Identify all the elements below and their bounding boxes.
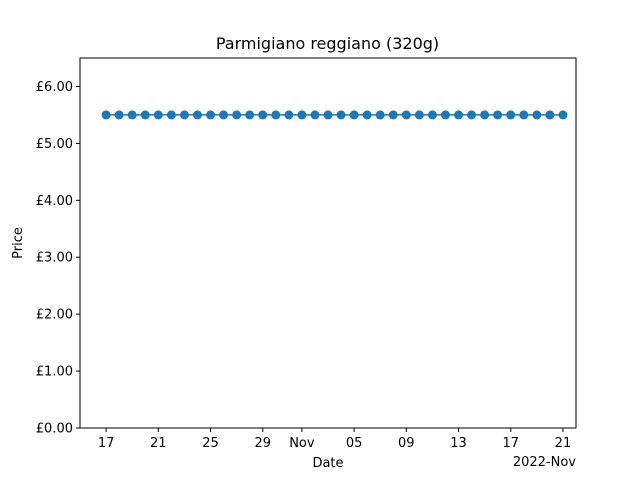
data-point bbox=[206, 110, 216, 120]
y-tick-label: £2.00 bbox=[36, 308, 73, 323]
data-point bbox=[558, 110, 568, 120]
x-tick-label: 21 bbox=[150, 436, 167, 451]
data-point bbox=[362, 110, 372, 120]
y-tick-label: £1.00 bbox=[36, 365, 73, 380]
y-tick-label: £0.00 bbox=[36, 422, 73, 437]
data-point bbox=[388, 110, 398, 120]
data-point bbox=[127, 110, 137, 120]
data-point bbox=[232, 110, 242, 120]
y-axis-label: Price bbox=[11, 227, 26, 259]
data-point bbox=[297, 110, 307, 120]
plot-frame bbox=[79, 57, 577, 429]
data-point bbox=[480, 110, 490, 120]
data-point bbox=[245, 110, 255, 120]
data-point bbox=[179, 110, 189, 120]
plot-area: £0.00 £1.00 £2.00 £3.00 £4.00 £5.00 £6.00 17 21 2… bbox=[36, 80, 571, 451]
y-tick-label: £5.00 bbox=[36, 137, 73, 152]
x-tick-label: Nov bbox=[289, 436, 315, 451]
chart-title: Parmigiano reggiano (320g) bbox=[216, 34, 439, 53]
x-tick-label: 13 bbox=[450, 436, 467, 451]
data-point bbox=[192, 110, 202, 120]
data-point bbox=[401, 110, 411, 120]
data-point bbox=[493, 110, 503, 120]
data-point bbox=[114, 110, 124, 120]
data-point bbox=[101, 110, 111, 120]
data-point bbox=[310, 110, 320, 120]
data-point bbox=[440, 110, 450, 120]
data-point bbox=[271, 110, 281, 120]
data-point bbox=[427, 110, 437, 120]
x-tick-label: 17 bbox=[98, 436, 115, 451]
data-point bbox=[284, 110, 294, 120]
data-point bbox=[532, 110, 542, 120]
data-point bbox=[519, 110, 529, 120]
data-point bbox=[336, 110, 346, 120]
data-point bbox=[454, 110, 464, 120]
data-point bbox=[349, 110, 359, 120]
x-tick-label: 17 bbox=[502, 436, 519, 451]
x-axis-offset-label: 2022-Nov bbox=[513, 455, 576, 470]
y-tick-label: £3.00 bbox=[36, 251, 73, 266]
x-tick-label: 05 bbox=[346, 436, 363, 451]
data-point bbox=[414, 110, 424, 120]
x-axis-label: Date bbox=[312, 456, 343, 471]
data-point bbox=[153, 110, 163, 120]
data-point bbox=[467, 110, 477, 120]
data-point bbox=[140, 110, 150, 120]
data-point bbox=[258, 110, 268, 120]
x-tick-label: 21 bbox=[555, 436, 572, 451]
y-tick-label: £6.00 bbox=[36, 80, 73, 95]
data-point bbox=[506, 110, 516, 120]
data-point bbox=[375, 110, 385, 120]
x-tick-label: 25 bbox=[202, 436, 219, 451]
data-point bbox=[219, 110, 229, 120]
x-tick-label: 09 bbox=[398, 436, 415, 451]
y-tick-label: £4.00 bbox=[36, 194, 73, 209]
data-point bbox=[323, 110, 333, 120]
x-tick-label: 29 bbox=[254, 436, 271, 451]
data-point bbox=[166, 110, 176, 120]
data-point bbox=[545, 110, 555, 120]
